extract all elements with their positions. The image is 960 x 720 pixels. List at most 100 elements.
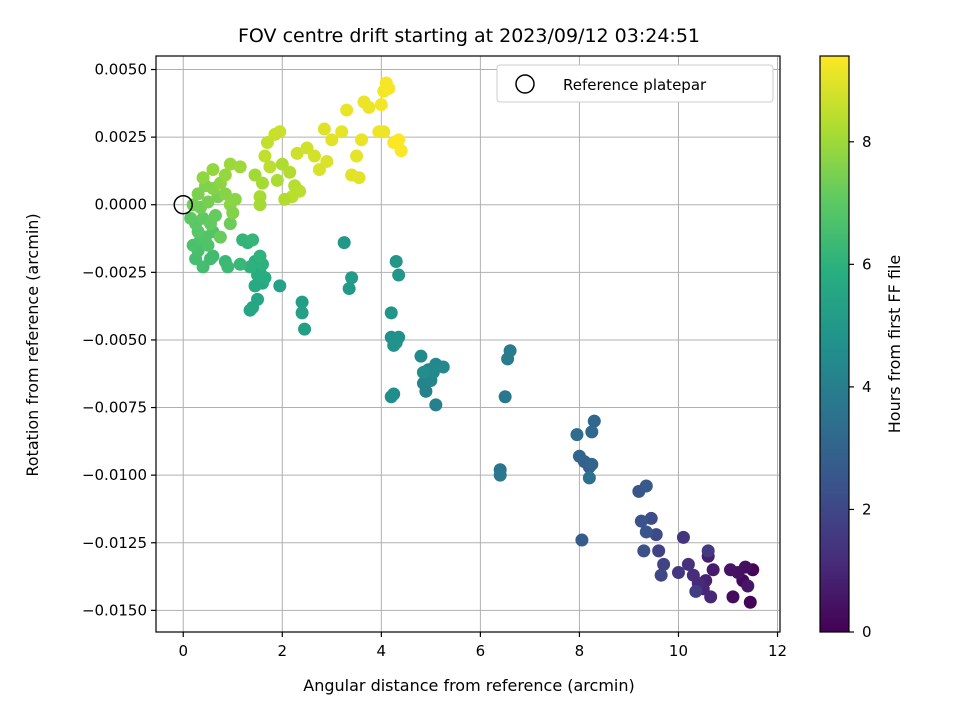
data-point bbox=[342, 282, 356, 296]
data-point bbox=[387, 338, 401, 352]
colorbar-tick-label: 8 bbox=[862, 133, 872, 151]
plot-frame bbox=[155, 55, 781, 633]
data-point bbox=[389, 255, 403, 269]
data-point bbox=[639, 479, 653, 493]
data-point bbox=[233, 160, 247, 174]
reference-marker bbox=[173, 194, 193, 215]
data-point bbox=[221, 260, 235, 274]
data-point bbox=[701, 544, 715, 558]
data-point bbox=[743, 595, 757, 609]
data-point bbox=[298, 322, 312, 336]
x-tick-label: 2 bbox=[278, 642, 288, 660]
data-point bbox=[273, 125, 287, 139]
data-point bbox=[416, 365, 430, 379]
reference-platepar-point bbox=[173, 194, 193, 215]
x-tick-label: 6 bbox=[476, 642, 486, 660]
grid bbox=[156, 56, 780, 632]
data-point bbox=[575, 533, 589, 547]
colorbar-tick-label: 4 bbox=[862, 378, 872, 396]
data-point bbox=[637, 544, 651, 558]
data-point bbox=[706, 563, 720, 577]
data-point bbox=[503, 344, 517, 358]
data-point bbox=[255, 176, 269, 190]
data-point bbox=[392, 133, 406, 147]
y-tick-label: −0.0050 bbox=[82, 331, 147, 349]
data-points bbox=[184, 76, 760, 609]
data-point bbox=[218, 187, 232, 201]
data-point bbox=[208, 209, 222, 223]
data-point bbox=[429, 398, 443, 412]
data-point bbox=[676, 530, 690, 544]
data-point bbox=[218, 168, 232, 182]
data-point bbox=[394, 144, 408, 158]
data-point bbox=[654, 568, 668, 582]
data-point bbox=[253, 198, 267, 212]
x-tick-label: 0 bbox=[178, 642, 188, 660]
data-point bbox=[671, 566, 685, 580]
data-point bbox=[307, 149, 321, 163]
data-point bbox=[233, 257, 247, 271]
data-point bbox=[704, 590, 718, 604]
data-point bbox=[686, 568, 700, 582]
colorbar-label: Hours from first FF file bbox=[885, 255, 904, 434]
data-point bbox=[236, 233, 250, 247]
x-tick-label: 12 bbox=[768, 642, 787, 660]
y-tick-label: 0.0050 bbox=[95, 61, 148, 79]
data-point bbox=[340, 103, 354, 117]
data-point bbox=[206, 163, 220, 177]
data-point bbox=[213, 230, 227, 244]
y-tick-label: −0.0075 bbox=[82, 399, 147, 417]
colorbar-tick-label: 0 bbox=[862, 623, 872, 641]
data-point bbox=[325, 133, 339, 147]
y-tick-label: −0.0150 bbox=[82, 601, 147, 619]
y-tick-label: −0.0125 bbox=[82, 534, 147, 552]
data-point bbox=[355, 133, 369, 147]
data-point bbox=[644, 511, 658, 525]
data-point bbox=[582, 471, 596, 485]
data-point bbox=[243, 260, 257, 274]
data-point bbox=[317, 122, 331, 136]
y-axis-label: Rotation from reference (arcmin) bbox=[23, 213, 42, 476]
x-tick-label: 8 bbox=[575, 642, 585, 660]
data-point bbox=[320, 154, 334, 168]
data-point bbox=[587, 414, 601, 428]
data-point bbox=[570, 428, 584, 442]
data-point bbox=[335, 125, 349, 139]
data-point bbox=[652, 544, 666, 558]
x-axis: 0 2 4 6 8 10 12 bbox=[178, 632, 787, 660]
y-tick-label: 0.0000 bbox=[95, 196, 148, 214]
data-point bbox=[186, 198, 200, 212]
data-point bbox=[572, 449, 586, 463]
data-point bbox=[196, 171, 210, 185]
legend-marker-reference bbox=[515, 74, 535, 94]
data-point bbox=[681, 557, 695, 571]
data-point bbox=[273, 279, 287, 293]
data-point bbox=[253, 249, 267, 263]
colorbar bbox=[819, 55, 850, 633]
y-tick-label: −0.0100 bbox=[82, 466, 147, 484]
data-point bbox=[226, 206, 240, 220]
data-point bbox=[657, 557, 671, 571]
data-point bbox=[184, 211, 198, 225]
legend-box bbox=[496, 64, 774, 103]
data-point bbox=[251, 292, 265, 306]
data-point bbox=[493, 468, 507, 482]
data-point bbox=[426, 365, 440, 379]
data-point bbox=[639, 525, 653, 539]
x-tick-label: 4 bbox=[377, 642, 387, 660]
data-point bbox=[689, 584, 703, 598]
data-point bbox=[414, 349, 428, 363]
data-point bbox=[384, 306, 398, 320]
data-point bbox=[436, 360, 450, 374]
data-point bbox=[585, 425, 599, 439]
chart-title: FOV centre drift starting at 2023/09/12 … bbox=[238, 25, 700, 47]
data-point bbox=[258, 149, 272, 163]
data-point bbox=[263, 160, 277, 174]
data-point bbox=[290, 146, 304, 160]
data-point bbox=[723, 563, 737, 577]
data-point bbox=[585, 457, 599, 471]
data-point bbox=[293, 184, 307, 198]
x-axis-label: Angular distance from reference (arcmin) bbox=[303, 676, 634, 695]
data-point bbox=[387, 387, 401, 401]
